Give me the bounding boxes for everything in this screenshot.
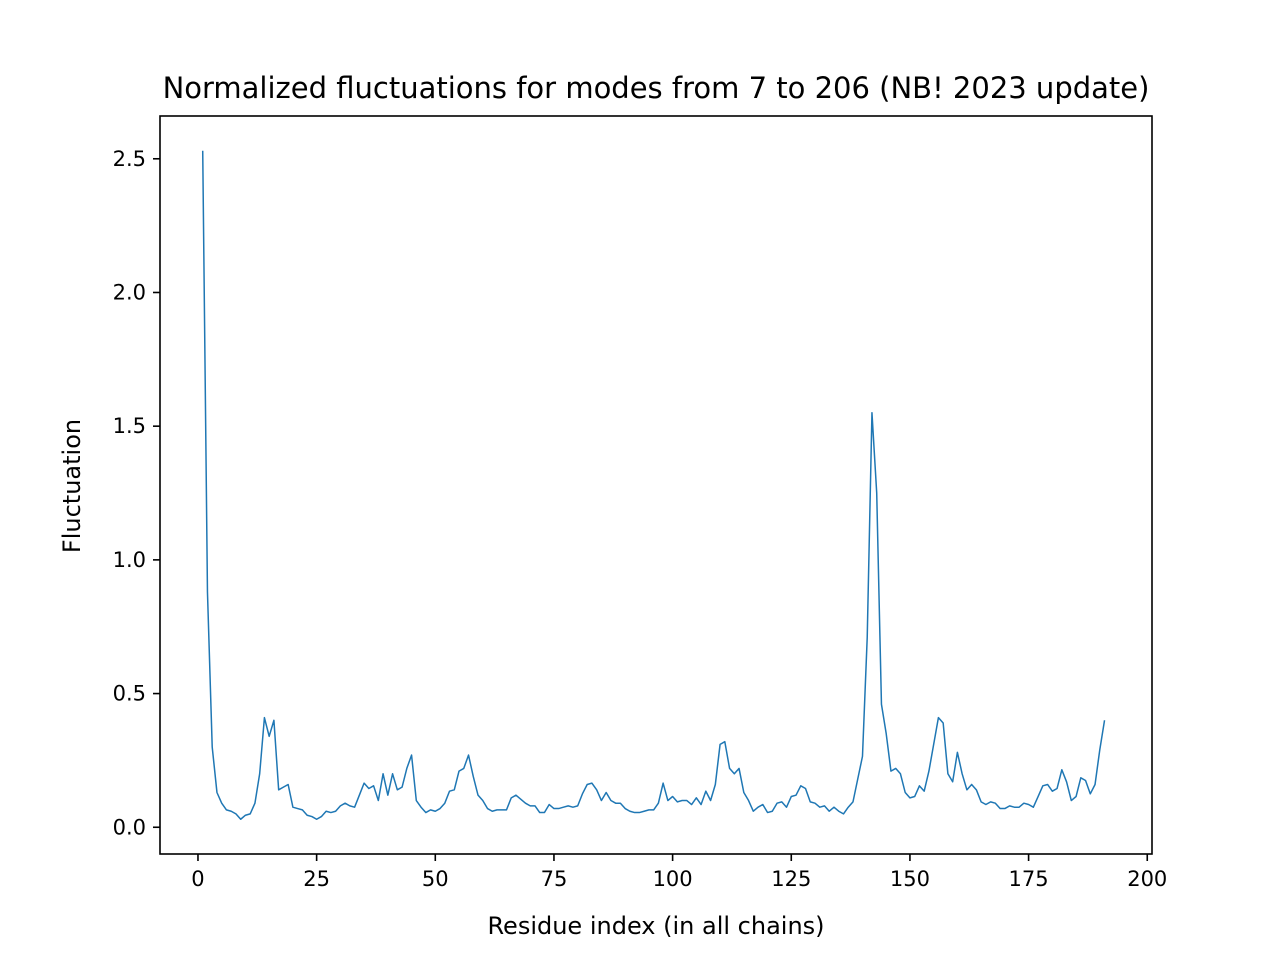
plot-frame [159, 115, 1153, 855]
y-tick-label: 2.5 [113, 147, 146, 171]
chart-title: Normalized fluctuations for modes from 7… [163, 71, 1150, 105]
y-axis: 0.0 0.5 1.0 1.5 2.0 2.5 [113, 147, 160, 839]
x-axis-label: Residue index (in all chains) [487, 912, 824, 940]
x-tick-label: 200 [1127, 867, 1167, 891]
y-tick-label: 0.0 [113, 815, 146, 839]
x-tick-label: 175 [1009, 867, 1049, 891]
x-tick-label: 125 [771, 867, 811, 891]
y-tick-label: 0.5 [113, 682, 146, 706]
x-tick-label: 75 [541, 867, 568, 891]
x-tick-label: 0 [191, 867, 204, 891]
y-tick-label: 1.0 [113, 548, 146, 572]
x-tick-label: 100 [653, 867, 693, 891]
series-line [201, 150, 1106, 820]
x-tick-label: 50 [422, 867, 449, 891]
x-tick-label: 25 [303, 867, 330, 891]
y-tick-label: 2.0 [113, 280, 146, 304]
y-tick-label: 1.5 [113, 414, 146, 438]
y-axis-label: Fluctuation [58, 419, 86, 553]
x-tick-label: 150 [890, 867, 930, 891]
x-axis: 0 25 50 75 100 125 150 175 200 [191, 854, 1167, 891]
